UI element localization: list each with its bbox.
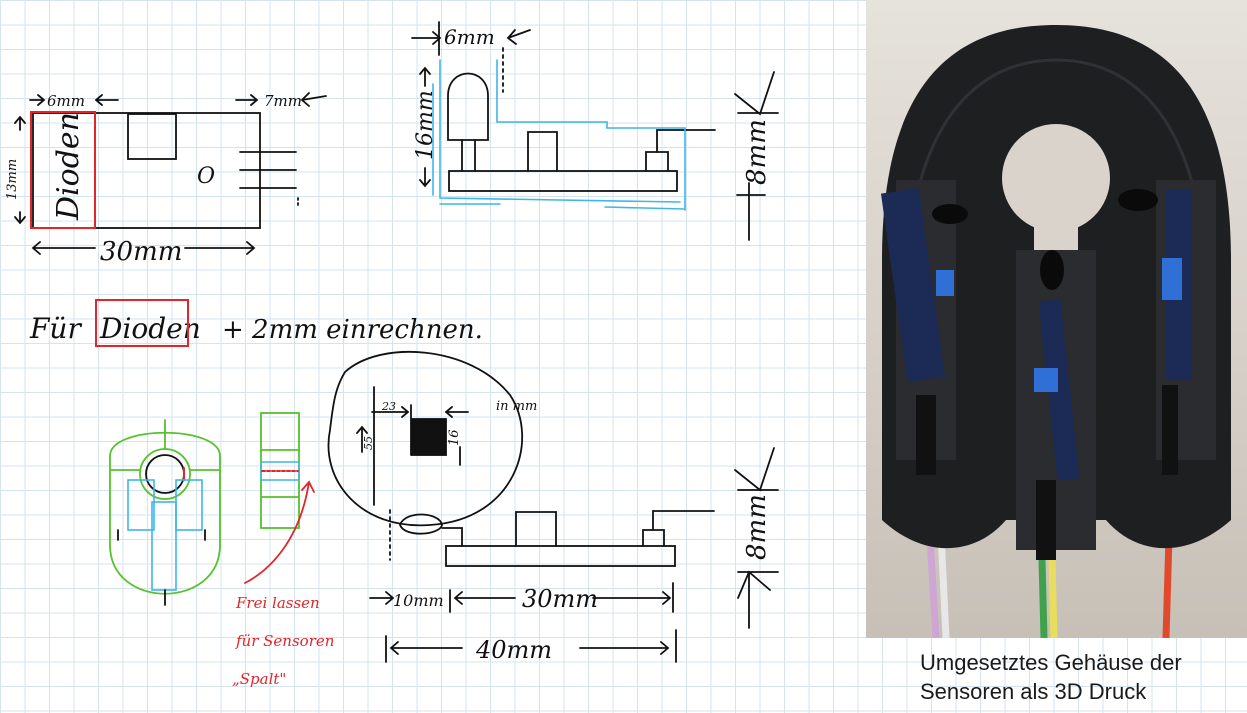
note-prefix: Für — [29, 312, 82, 345]
inset-unit: in mm — [496, 399, 537, 414]
housing-photo-drawing — [880, 25, 1231, 638]
caption-line-2: Sensoren als 3D Druck — [920, 679, 1147, 704]
component-label: O — [197, 164, 215, 189]
inset-dim-16: 16 — [447, 429, 462, 446]
red-note-line1: Frei lassen — [235, 594, 320, 612]
housing-photo — [866, 0, 1247, 638]
board-side-view — [411, 21, 779, 241]
dim-30mm: 30mm — [100, 237, 182, 267]
dim-13mm: 13mm — [5, 159, 20, 200]
dim-10mm: 10mm — [393, 591, 444, 610]
red-note-line3: „Spalt" — [232, 670, 286, 688]
dim-8mm-bottom: 8mm — [742, 494, 772, 560]
diode-box-label: Dioden — [51, 112, 86, 221]
note-highlight: Dioden — [99, 312, 201, 345]
housing-top-view — [109, 412, 315, 606]
dim-6mm-top-left: 6mm — [47, 92, 85, 110]
dim-40mm: 40mm — [475, 636, 552, 664]
photo-caption: Umgesetztes Gehäuse der Sensoren als 3D … — [920, 648, 1240, 706]
note-suffix: + 2mm einrechnen. — [222, 315, 483, 345]
inset-dim-55: 55 — [362, 436, 375, 450]
board-top-view — [14, 92, 327, 255]
sketch-canvas: 6mm 7mm 13mm Dioden O 30mm 6mm 16mm 8mm … — [5, 21, 779, 688]
inset-dim-23: 23 — [381, 400, 396, 413]
sensor-inset — [327, 350, 524, 527]
caption-line-1: Umgesetztes Gehäuse der — [920, 650, 1182, 675]
red-note-line2: für Sensoren — [235, 632, 334, 650]
dim-8mm-top: 8mm — [742, 119, 772, 185]
board-side-view-2 — [369, 447, 779, 663]
dim-7mm: 7mm — [264, 92, 302, 110]
dim-16mm: 16mm — [413, 90, 438, 160]
note-highlight-box — [95, 299, 189, 347]
dim-30mm-bottom: 30mm — [522, 585, 598, 613]
dim-6mm-side: 6mm — [444, 25, 495, 49]
